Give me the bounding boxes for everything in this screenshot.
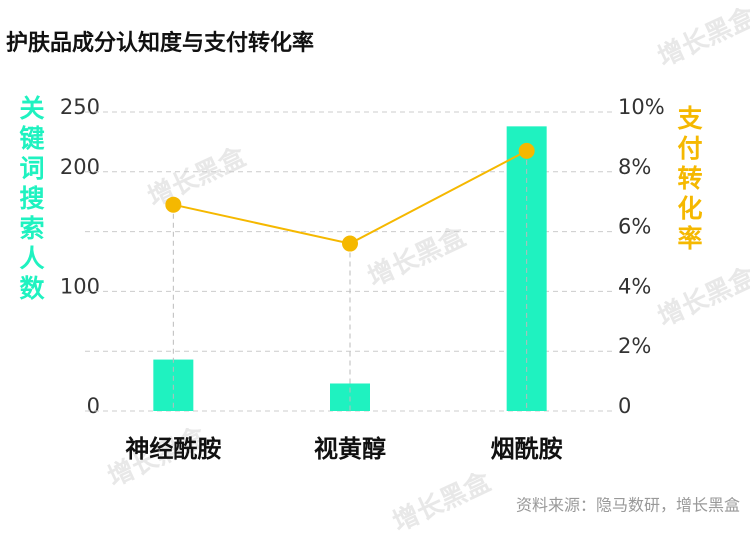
x-tick-label: 视黄醇 <box>314 435 386 463</box>
watermark: 增长黑盒 <box>653 1 750 73</box>
watermark: 增长黑盒 <box>143 141 251 213</box>
source: 资料来源：隐马数研，增长黑盒 <box>516 496 740 515</box>
x-tick-label: 烟酰胺 <box>491 435 563 463</box>
point <box>518 142 535 159</box>
y2-tick-label: 2% <box>618 334 651 358</box>
watermark: 增长黑盒 <box>388 466 496 538</box>
y-tick-label: 250 <box>60 95 100 119</box>
y2-tick-label: 4% <box>618 274 651 298</box>
y2-tick-label: 6% <box>618 215 651 239</box>
y-tick-label: 0 <box>87 394 100 418</box>
point <box>342 235 358 252</box>
y2-tick-label: 8% <box>618 155 651 179</box>
y2-axis-label: 支付转化率 <box>674 105 703 255</box>
y-axis-label: 关键词搜索人数 <box>16 95 45 305</box>
x-tick-label: 神经酰胺 <box>125 435 221 463</box>
y2-tick-label: 0 <box>618 394 631 418</box>
chart-title: 护肤品成分认知度与支付转化率 <box>6 30 314 56</box>
y-tick-label: 200 <box>60 155 100 179</box>
point <box>165 196 182 213</box>
y-tick-label: 100 <box>60 274 100 298</box>
y2-tick-label: 10% <box>618 95 665 119</box>
watermark: 增长黑盒 <box>653 261 750 333</box>
